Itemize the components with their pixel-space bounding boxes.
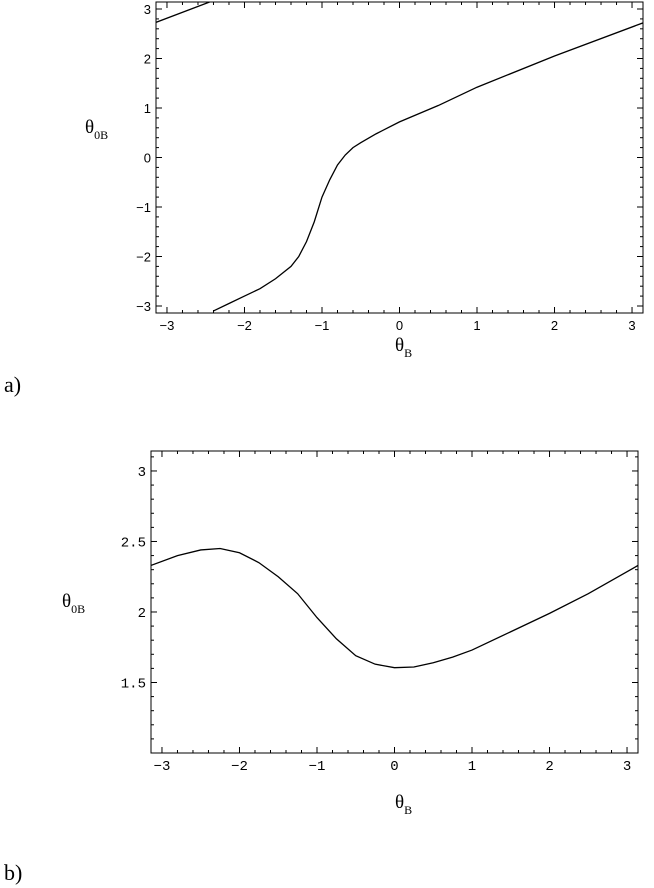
x-tick-label: −2 bbox=[231, 759, 248, 775]
series-line-1 bbox=[156, 2, 210, 23]
y-tick-label: −1 bbox=[136, 200, 151, 215]
x-axis-label: θB bbox=[395, 792, 412, 817]
y-tick-label: 3 bbox=[138, 465, 146, 481]
plot-frame bbox=[155, 1, 644, 314]
y-tick-label: 2 bbox=[144, 52, 151, 67]
chart-panel-a: −3 −2 −1 0 1 2 3 −3 −2 −1 0 1 2 3 θ0B θB a) bbox=[4, 1, 644, 397]
x-tick-label: 1 bbox=[473, 318, 480, 333]
panel-label: a) bbox=[4, 372, 21, 397]
x-tick-label: 3 bbox=[628, 318, 635, 333]
y-axis-label: θ0B bbox=[85, 117, 108, 142]
panel-label: b) bbox=[4, 860, 22, 885]
x-tick-label: 1 bbox=[468, 759, 476, 775]
y-tick-label: 2 bbox=[138, 606, 146, 622]
y-axis-label: θ0B bbox=[62, 591, 85, 616]
y-tick-label: −2 bbox=[136, 249, 151, 264]
y-tick-label: 0 bbox=[144, 151, 151, 166]
plot-frame bbox=[150, 450, 639, 754]
series-line-1 bbox=[151, 547, 638, 669]
x-tick-label: 2 bbox=[551, 318, 558, 333]
x-tick-label: −1 bbox=[309, 759, 326, 775]
chart-panel-b: −3 −2 −1 0 1 2 3 1.5 2 2.5 3 θ0B θB b) bbox=[4, 450, 639, 885]
x-tick-label: −2 bbox=[237, 318, 252, 333]
x-tick-label: 0 bbox=[390, 759, 398, 775]
x-axis-label: θB bbox=[395, 335, 412, 360]
x-tick-label: 0 bbox=[396, 318, 403, 333]
x-tick-label: 3 bbox=[623, 759, 631, 775]
y-tick-label: 1 bbox=[144, 101, 151, 116]
x-tick-label: −1 bbox=[315, 318, 330, 333]
y-tick-label: 2.5 bbox=[121, 535, 146, 551]
y-tick-label: −3 bbox=[136, 299, 151, 314]
x-tick-label: −3 bbox=[160, 318, 175, 333]
x-tick-label: −3 bbox=[154, 759, 171, 775]
series-line-2 bbox=[213, 22, 643, 312]
y-tick-label: 1.5 bbox=[121, 676, 146, 692]
y-tick-label: 3 bbox=[144, 2, 151, 17]
x-tick-label: 2 bbox=[545, 759, 553, 775]
